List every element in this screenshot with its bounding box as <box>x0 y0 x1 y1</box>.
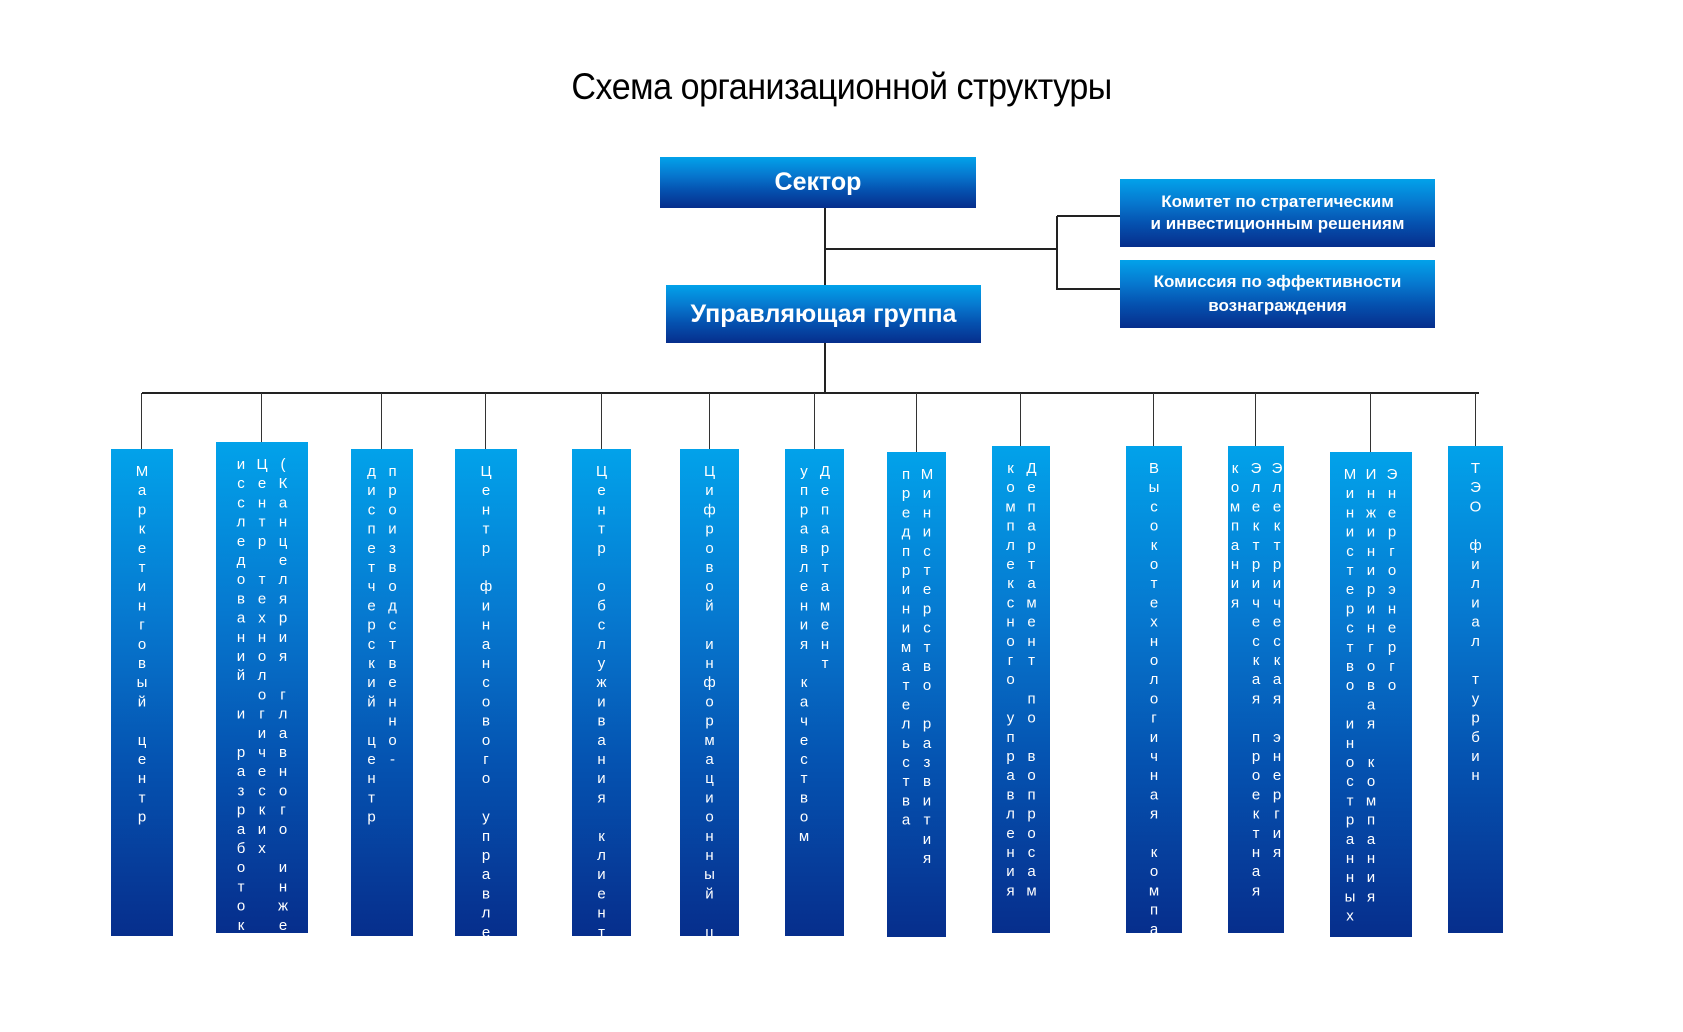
management-group-label: Управляющая группа <box>690 299 957 328</box>
unit-label-line: Маркетинговый центр <box>133 463 151 828</box>
connector-group-to-bus <box>824 343 826 393</box>
committee-label-line: и инвестиционным решениям <box>1150 214 1405 233</box>
unit-box: Центр финансового управления <box>455 449 517 1001</box>
unit-label: (Канцелярия главного инженера) Центр техн… <box>231 456 294 1032</box>
unit-label: Министерство развития предпринимательства <box>896 466 938 937</box>
unit-label: ТЭО филиал турбин <box>1465 460 1486 933</box>
connector-unit-drop <box>1153 393 1154 446</box>
committee-label-line: Комитет по стратегическим <box>1161 192 1394 211</box>
unit-label-line: Центр финансового управления <box>477 463 495 1001</box>
unit-label-line: Цифровой информационный центр <box>701 463 718 1020</box>
unit-label: Центр финансового управления <box>476 463 497 1001</box>
connector-to-committees <box>825 248 1058 250</box>
unit-box: производственно-диспетчерский центр <box>351 449 413 936</box>
unit-label-line: Департамент по вопросам <box>1023 460 1040 902</box>
connector-unit-drop <box>261 393 262 442</box>
connector-unit-drop <box>1020 393 1021 446</box>
unit-box: Маркетинговый центр <box>111 449 173 936</box>
unit-label-line: производственно- <box>384 463 401 771</box>
unit-label-line: Центр обслуживания клиентов <box>593 463 610 982</box>
sector-label: Сектор <box>774 168 862 196</box>
committee-box: Комитет по стратегическим и инвестиционн… <box>1120 179 1435 247</box>
unit-box: (Канцелярия главного инженера) Центр техн… <box>216 442 308 1032</box>
connector-unit-drop <box>601 393 602 449</box>
unit-label: Высокотехнологичная компания <box>1144 460 1165 998</box>
connector-committees-vertical <box>1056 216 1058 290</box>
commission-label-line: Комиссия по эффективности <box>1153 272 1402 291</box>
connector-unit-drop <box>141 393 142 449</box>
unit-box: Департамент по вопросам комплексного упра… <box>992 446 1050 933</box>
connector-sector-to-group <box>824 208 826 285</box>
unit-label-line: предпринимательства <box>897 466 915 831</box>
unit-box: Министерство развития предпринимательства <box>887 452 946 937</box>
connector-unit-drop <box>1370 393 1371 452</box>
chart-title: Схема организационной структуры <box>571 66 1112 107</box>
unit-label-line: Министерство развития <box>918 466 936 870</box>
connector-unit-drop <box>709 393 710 449</box>
unit-label: Электрическая энергия Электрическая проек… <box>1225 460 1288 933</box>
unit-box: Департамент управления качеством <box>785 449 844 936</box>
connector-unit-drop <box>814 393 815 449</box>
connector-committee <box>1057 215 1120 217</box>
unit-label-line: Электрическая энергия <box>1268 460 1286 864</box>
connector-unit-drop <box>1255 393 1256 446</box>
unit-label-line: Центр технологических <box>253 456 271 860</box>
connector-unit-drop <box>916 393 917 452</box>
unit-label: Маркетинговый центр <box>132 463 153 936</box>
unit-label: Энергоэнерго Инжиниринговая компания Минис… <box>1340 466 1403 1004</box>
unit-label-line: диспетчерский центр <box>363 463 380 828</box>
unit-label-line: комплексного управления <box>1002 460 1019 902</box>
connector-unit-drop <box>485 393 486 449</box>
unit-box: Энергоэнерго Инжиниринговая компания Минис… <box>1330 452 1412 1004</box>
unit-label-line: управления качеством <box>795 463 813 847</box>
management-group-box: Управляющая группа <box>666 285 981 343</box>
commission-label-line: вознаграждения <box>1208 296 1347 315</box>
connector-unit-drop <box>381 393 382 449</box>
unit-label-line: ТЭО филиал турбин <box>1467 460 1484 787</box>
sector-box: Сектор <box>660 157 976 208</box>
unit-label: Центр обслуживания клиентов <box>591 463 612 982</box>
unit-label: Цифровой информационный центр <box>699 463 720 1020</box>
connector-unit-drop <box>1475 393 1476 446</box>
unit-label-line: Высокотехнологичная компания <box>1145 460 1163 998</box>
unit-label: Департамент по вопросам комплексного упра… <box>1000 460 1042 933</box>
unit-box: Электрическая энергия Электрическая проек… <box>1227 446 1286 933</box>
unit-label: производственно-диспетчерский центр <box>361 463 403 936</box>
unit-label-line: Министерство иностранных дел <box>1341 466 1359 1004</box>
unit-label-line: (Канцелярия главного инженера) <box>274 456 292 1032</box>
unit-box: Высокотехнологичная компания <box>1126 446 1182 998</box>
connector-commission <box>1057 288 1120 290</box>
unit-box: Цифровой информационный центр <box>680 449 739 1020</box>
unit-label: Департамент управления качеством <box>794 463 836 936</box>
unit-label-line: Энергоэнерго <box>1383 466 1401 697</box>
unit-label-line: Инжиниринговая компания <box>1362 466 1380 908</box>
connector-bus <box>142 392 1479 394</box>
commission-box: Комиссия по эффективности вознаграждения <box>1120 260 1435 328</box>
unit-label-line: исследований и разработок <box>232 456 250 936</box>
unit-label-line: Электрическая проектная <box>1247 460 1265 902</box>
unit-label-line: Департамент <box>816 463 834 675</box>
unit-box: ТЭО филиал турбин <box>1448 446 1503 933</box>
unit-label-line: компания <box>1226 460 1244 614</box>
unit-box: Центр обслуживания клиентов <box>572 449 631 982</box>
